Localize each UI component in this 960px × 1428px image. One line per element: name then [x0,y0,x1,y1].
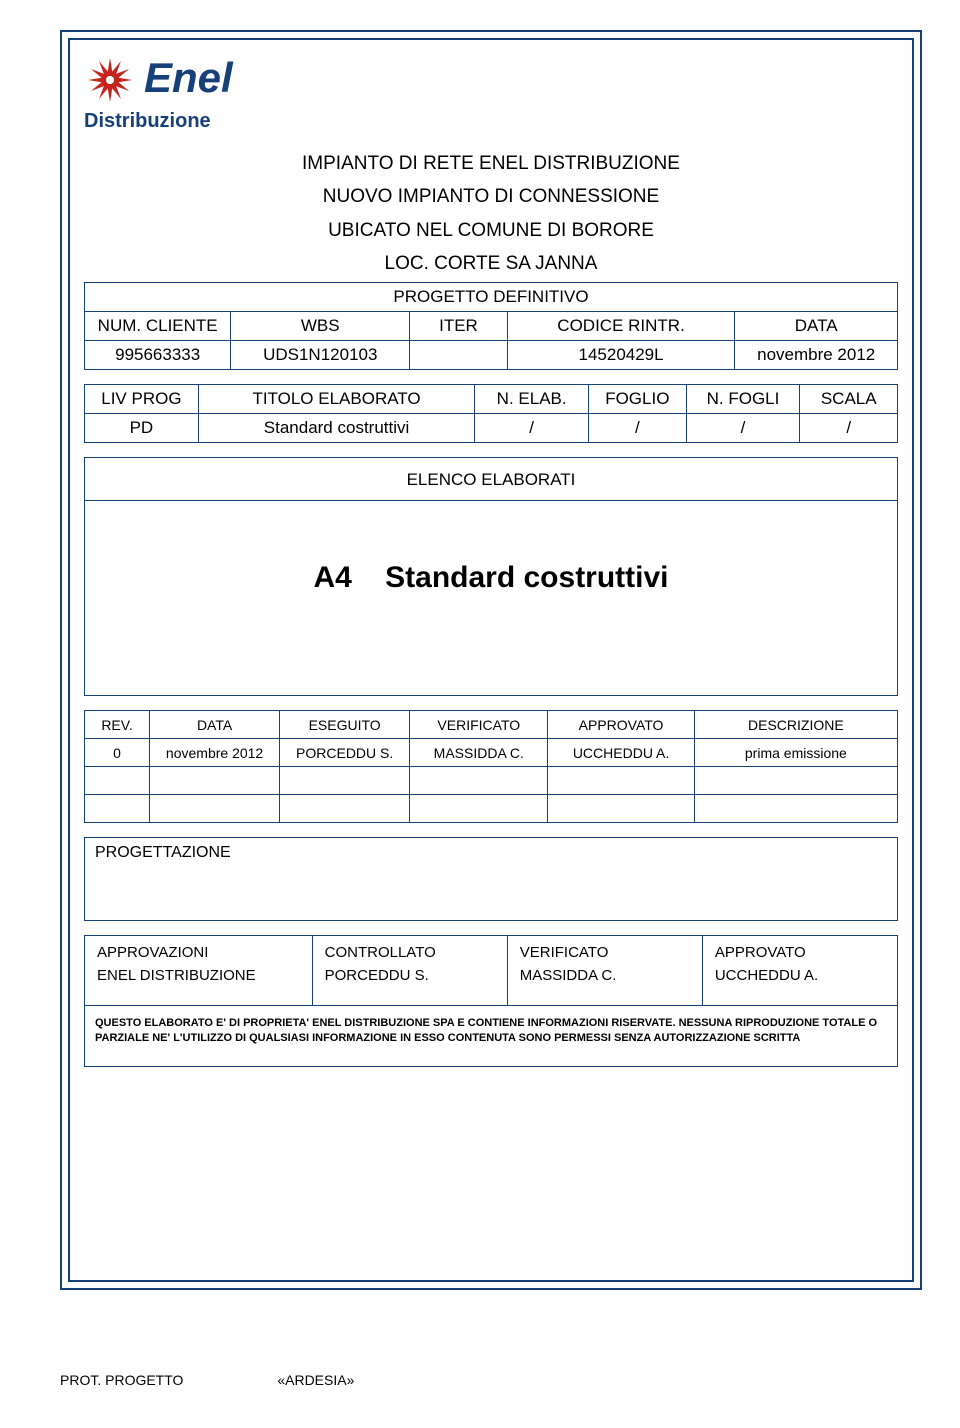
header-line2: NUOVO IMPIANTO DI CONNESSIONE [84,180,898,213]
logo-block: Enel Distribuzione [84,52,898,133]
approv-table: APPROVAZIONIENEL DISTRIBUZIONE CONTROLLA… [84,935,898,1006]
h-titolo: TITOLO ELABORATO [198,385,474,414]
header-line4: LOC. CORTE SA JANNA [84,247,898,280]
rev-approvato: UCCHEDDU A. [548,739,694,767]
h-wbs: WBS [231,312,410,341]
logo-sub: Distribuzione [84,110,898,133]
rev-data: novembre 2012 [150,739,280,767]
burst-icon [84,52,136,104]
rev-rev: 0 [85,739,150,767]
wbs: UDS1N120103 [231,341,410,370]
approv-col3: VERIFICATOMASSIDDA C. [507,936,702,1006]
liv: PD [85,414,199,443]
rev-row-empty [85,795,898,823]
num-cliente: 995663333 [85,341,231,370]
progetto-definitivo: PROGETTO DEFINITIVO [85,283,898,312]
header-line1: IMPIANTO DI RETE ENEL DISTRIBUZIONE [84,147,898,180]
h-approvato: APPROVATO [548,711,694,739]
h-iter: ITER [410,312,508,341]
rev-row-empty [85,767,898,795]
iter [410,341,508,370]
footer-left: PROT. PROGETTO [60,1372,183,1388]
h-rev: REV. [85,711,150,739]
codice: 14520429L [507,341,735,370]
h-num-cliente: NUM. CLIENTE [85,312,231,341]
titolo: Standard costruttivi [198,414,474,443]
nelab: / [475,414,589,443]
h-scala: SCALA [800,385,898,414]
data: novembre 2012 [735,341,898,370]
scala: / [800,414,898,443]
h-rdata: DATA [150,711,280,739]
logo-brand: Enel [144,54,233,102]
footer: PROT. PROGETTO «ARDESIA» [60,1372,444,1388]
approv-col2: CONTROLLATOPORCEDDU S. [312,936,507,1006]
main-title: A4 Standard costruttivi [85,501,897,695]
footer-right: «ARDESIA» [277,1372,354,1388]
approv-col4: APPROVATOUCCHEDDU A. [702,936,897,1006]
h-foglio: FOGLIO [589,385,687,414]
h-descr: DESCRIZIONE [694,711,897,739]
h-liv: LIV PROG [85,385,199,414]
foglio: / [589,414,687,443]
liv-table: LIV PROG TITOLO ELABORATO N. ELAB. FOGLI… [84,384,898,443]
h-eseguito: ESEGUITO [280,711,410,739]
elenco-label: ELENCO ELABORATI [84,457,898,501]
rev-eseguito: PORCEDDU S. [280,739,410,767]
rev-row: 0 novembre 2012 PORCEDDU S. MASSIDDA C. … [85,739,898,767]
progettazione-box: PROGETTAZIONE [84,837,898,921]
h-nfogli: N. FOGLI [686,385,800,414]
rev-verificato: MASSIDDA C. [410,739,548,767]
h-verificato: VERIFICATO [410,711,548,739]
disclaimer: QUESTO ELABORATO E' DI PROPRIETA' ENEL D… [84,1006,898,1067]
h-data: DATA [735,312,898,341]
header-block: IMPIANTO DI RETE ENEL DISTRIBUZIONE NUOV… [84,141,898,282]
approv-col1: APPROVAZIONIENEL DISTRIBUZIONE [85,936,313,1006]
h-nelab: N. ELAB. [475,385,589,414]
h-codice: CODICE RINTR. [507,312,735,341]
progetto-table: PROGETTO DEFINITIVO NUM. CLIENTE WBS ITE… [84,282,898,370]
header-line3: UBICATO NEL COMUNE DI BORORE [84,214,898,247]
rev-descr: prima emissione [694,739,897,767]
rev-table: REV. DATA ESEGUITO VERIFICATO APPROVATO … [84,710,898,823]
nfogli: / [686,414,800,443]
